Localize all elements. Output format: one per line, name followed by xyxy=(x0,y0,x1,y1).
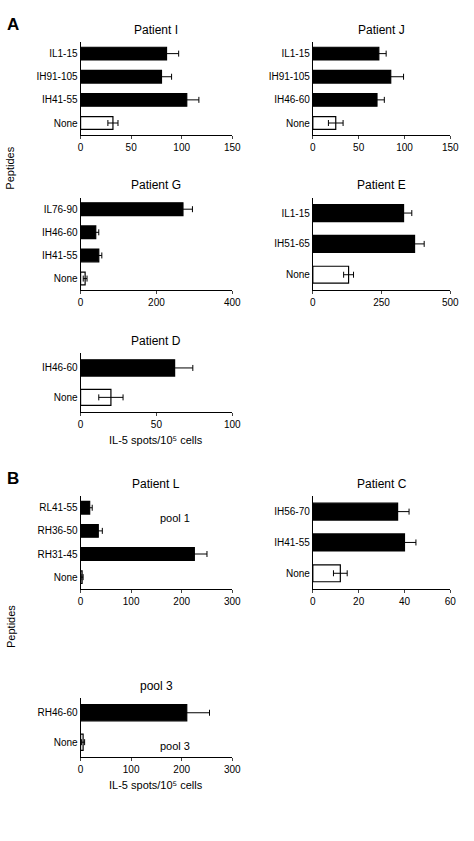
svg-text:IH91-105: IH91-105 xyxy=(36,71,78,82)
svg-text:A: A xyxy=(7,15,19,34)
svg-text:Patient J: Patient J xyxy=(358,23,405,37)
svg-text:RH46-60: RH46-60 xyxy=(38,707,78,718)
svg-text:pool 3: pool 3 xyxy=(160,740,190,752)
svg-text:0: 0 xyxy=(78,142,84,153)
svg-text:None: None xyxy=(286,118,310,129)
svg-text:100: 100 xyxy=(123,596,140,607)
svg-text:50: 50 xyxy=(353,142,365,153)
svg-text:0: 0 xyxy=(78,764,84,775)
svg-text:Peptides: Peptides xyxy=(5,605,17,648)
svg-text:100: 100 xyxy=(224,419,241,430)
svg-text:None: None xyxy=(54,737,78,748)
svg-text:IH41-55: IH41-55 xyxy=(42,250,78,261)
svg-text:0: 0 xyxy=(78,596,84,607)
svg-text:IL76-90: IL76-90 xyxy=(44,204,78,215)
svg-text:IH41-55: IH41-55 xyxy=(42,94,78,105)
svg-text:pool 1: pool 1 xyxy=(160,512,190,524)
svg-text:400: 400 xyxy=(224,297,241,308)
svg-text:IH91-105: IH91-105 xyxy=(269,71,311,82)
svg-text:250: 250 xyxy=(373,297,390,308)
svg-text:None: None xyxy=(54,273,78,284)
svg-text:150: 150 xyxy=(442,142,459,153)
svg-text:RH36-50: RH36-50 xyxy=(38,525,78,536)
svg-text:None: None xyxy=(286,269,310,280)
svg-text:IH41-55: IH41-55 xyxy=(274,537,310,548)
svg-text:Patient E: Patient E xyxy=(357,178,406,192)
svg-text:Patient L: Patient L xyxy=(132,477,180,491)
svg-text:B: B xyxy=(7,469,19,488)
svg-text:IH46-60: IH46-60 xyxy=(42,227,78,238)
svg-text:200: 200 xyxy=(173,764,190,775)
svg-text:40: 40 xyxy=(399,596,411,607)
svg-text:IL1-15: IL1-15 xyxy=(281,48,310,59)
svg-text:60: 60 xyxy=(445,596,457,607)
svg-text:100: 100 xyxy=(173,142,190,153)
svg-text:500: 500 xyxy=(442,297,459,308)
svg-text:300: 300 xyxy=(224,596,241,607)
svg-text:None: None xyxy=(54,392,78,403)
svg-text:0: 0 xyxy=(310,142,316,153)
svg-text:Peptides: Peptides xyxy=(4,146,16,189)
svg-text:IH46-60: IH46-60 xyxy=(274,94,310,105)
svg-text:IL1-15: IL1-15 xyxy=(281,208,310,219)
svg-text:IL1-15: IL1-15 xyxy=(49,48,78,59)
svg-text:Patient I: Patient I xyxy=(134,23,178,37)
svg-text:RH31-45: RH31-45 xyxy=(38,549,78,560)
svg-text:50: 50 xyxy=(151,419,163,430)
svg-text:None: None xyxy=(54,118,78,129)
svg-text:RL41-55: RL41-55 xyxy=(39,502,78,513)
svg-text:0: 0 xyxy=(78,297,84,308)
svg-text:200: 200 xyxy=(148,297,165,308)
svg-text:Patient C: Patient C xyxy=(357,477,407,491)
svg-text:IH46-60: IH46-60 xyxy=(42,362,78,373)
svg-text:None: None xyxy=(54,572,78,583)
svg-text:150: 150 xyxy=(224,142,241,153)
svg-text:100: 100 xyxy=(396,142,413,153)
svg-text:IL-5 spots/10⁵ cells: IL-5 spots/10⁵ cells xyxy=(109,434,203,446)
svg-text:IH51-65: IH51-65 xyxy=(274,238,310,249)
svg-text:0: 0 xyxy=(310,297,316,308)
svg-text:100: 100 xyxy=(123,764,140,775)
svg-text:300: 300 xyxy=(224,764,241,775)
svg-text:0: 0 xyxy=(310,596,316,607)
svg-text:IH56-70: IH56-70 xyxy=(274,506,310,517)
svg-text:Patient D: Patient D xyxy=(131,334,181,348)
svg-text:IL-5 spots/10⁵ cells: IL-5 spots/10⁵ cells xyxy=(109,779,203,791)
svg-text:pool 3: pool 3 xyxy=(140,679,173,693)
svg-text:20: 20 xyxy=(353,596,365,607)
svg-text:200: 200 xyxy=(173,596,190,607)
svg-text:Patient G: Patient G xyxy=(131,178,181,192)
svg-text:50: 50 xyxy=(126,142,138,153)
svg-text:0: 0 xyxy=(78,419,84,430)
svg-text:None: None xyxy=(286,568,310,579)
